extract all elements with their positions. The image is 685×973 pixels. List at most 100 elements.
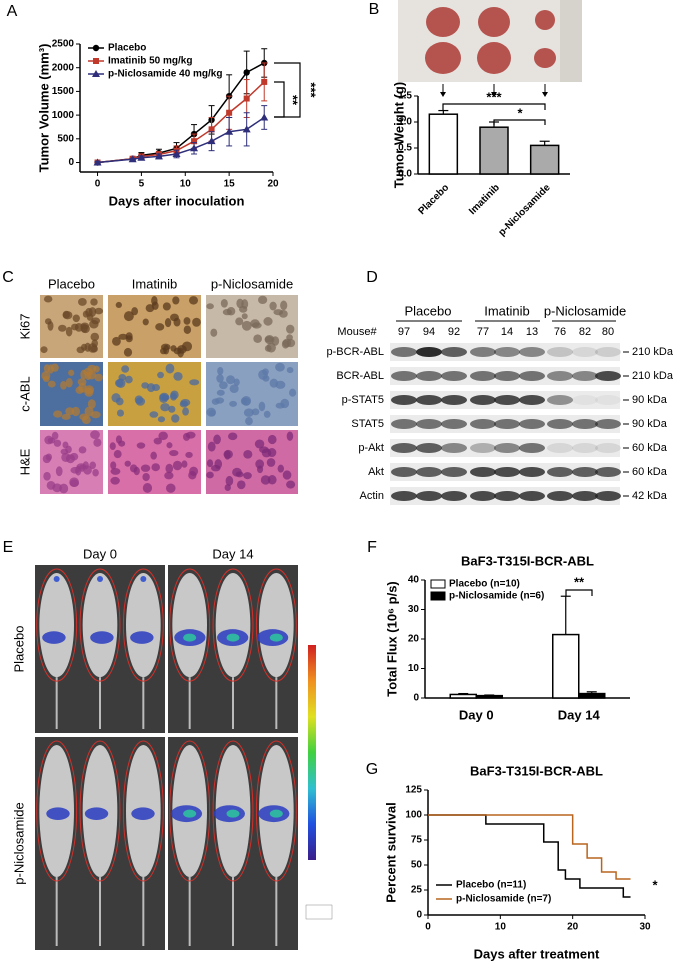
cell-nucleus (236, 298, 244, 309)
panel-label: D (366, 269, 378, 286)
cell-nucleus (241, 313, 248, 320)
blot-band (391, 347, 417, 357)
y-tick-label: 1000 (52, 110, 75, 121)
mouse-number: 80 (602, 326, 614, 338)
row-label: c-ABL (17, 376, 32, 411)
legend-swatch (430, 579, 446, 589)
cell-nucleus (112, 336, 121, 346)
blot-band (595, 467, 621, 477)
cell-nucleus (123, 311, 134, 322)
blot-band (547, 491, 573, 501)
cell-nucleus (76, 346, 85, 354)
bar (529, 144, 560, 175)
size-label: 60 kDa (632, 442, 668, 454)
cell-nucleus (213, 434, 221, 445)
y-tick-label: 1.5 (398, 91, 412, 102)
significance-bracket (274, 81, 285, 118)
blot-band (391, 443, 417, 453)
region-of-interest (79, 740, 121, 882)
cell-nucleus (170, 390, 179, 400)
cell-nucleus (236, 480, 246, 490)
blot-band (416, 347, 442, 357)
blot-band (595, 491, 621, 501)
group-label: Placebo (405, 303, 452, 318)
blot-band (494, 491, 520, 501)
significance-bracket (274, 62, 301, 118)
cell-nucleus (220, 299, 228, 308)
x-tick-label: Day 14 (558, 707, 601, 722)
cell-nucleus (275, 362, 285, 372)
mouse-body (82, 573, 118, 678)
tumor (426, 7, 460, 37)
blot-band (470, 371, 496, 381)
blot-band (547, 395, 573, 405)
row-label: p-Niclosamide (11, 802, 26, 884)
cell-nucleus (162, 302, 171, 311)
cell-nucleus (225, 475, 234, 486)
arrow-head (491, 92, 497, 97)
cell-nucleus (43, 471, 51, 481)
blot-band (572, 395, 598, 405)
cell-nucleus (180, 398, 191, 407)
signal-core (269, 633, 283, 642)
blot-band (519, 467, 545, 477)
bar (578, 692, 606, 699)
cell-nucleus (58, 324, 67, 332)
x-axis-label: Days after treatment (474, 946, 600, 961)
cell-nucleus (264, 344, 272, 352)
cell-nucleus (275, 380, 286, 389)
signal (130, 631, 154, 644)
cell-nucleus (172, 460, 183, 471)
cell-nucleus (286, 324, 295, 334)
y-axis-label: Percent survival (383, 802, 398, 902)
column-header: Imatinib (132, 276, 178, 291)
cell-nucleus (94, 373, 103, 382)
y-tick-label: 0.5 (398, 143, 412, 154)
region-of-interest (122, 740, 164, 882)
protein-label: STAT5 (351, 418, 384, 430)
cell-nucleus (157, 416, 166, 423)
cell-nucleus (173, 372, 183, 381)
column-header: Placebo (48, 276, 95, 291)
legend-label: Placebo (n=11) (456, 880, 526, 891)
signal-core (226, 809, 240, 818)
blot-band (391, 467, 417, 477)
y-tick-label: 0.0 (398, 169, 412, 180)
cell-nucleus (286, 431, 294, 441)
marker (137, 153, 146, 161)
size-label: 60 kDa (632, 466, 668, 478)
blot-band (441, 395, 467, 405)
significance-label: ** (286, 95, 301, 106)
mouse-body (215, 573, 251, 678)
cell-nucleus (226, 307, 236, 316)
blot-band (391, 491, 417, 501)
mouse-body (259, 573, 294, 678)
cell-nucleus (261, 448, 272, 458)
column-header: p-Niclosamide (211, 276, 293, 291)
marker (226, 109, 233, 116)
cell-nucleus (263, 410, 271, 418)
cell-nucleus (65, 377, 73, 388)
x-tick-label: Imatinib (467, 182, 502, 217)
marker (190, 144, 199, 152)
marker (207, 137, 216, 145)
cell-nucleus (47, 380, 56, 388)
blot-band (416, 491, 442, 501)
bar (479, 126, 509, 175)
cell-nucleus (157, 371, 164, 379)
mouse-body (39, 573, 74, 678)
cell-nucleus (62, 310, 71, 319)
bar (475, 694, 503, 699)
region-of-interest (36, 740, 78, 882)
mouse-number: 97 (398, 326, 410, 338)
head-signal (97, 576, 103, 582)
cell-nucleus (83, 465, 92, 475)
x-tick-label: 20 (567, 922, 579, 933)
blot-band (572, 371, 598, 381)
panel-label: A (7, 3, 18, 20)
signal (131, 807, 155, 820)
cell-nucleus (65, 445, 72, 454)
blot-band (470, 467, 496, 477)
protein-label: p-STAT5 (342, 394, 384, 406)
cell-nucleus (189, 379, 200, 386)
